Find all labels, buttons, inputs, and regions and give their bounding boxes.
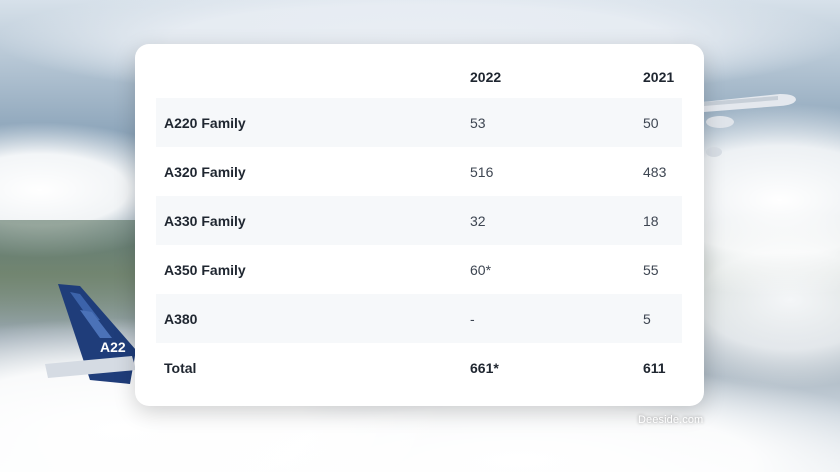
cell-2022: 53 <box>470 114 486 131</box>
watermark-text: Deeside.com <box>638 414 704 426</box>
cell-2021: 611 <box>643 359 666 376</box>
fleet-table-card: 2022 2021 A220 Family 53 50 A320 Family … <box>135 44 704 406</box>
row-label: A320 Family <box>164 163 246 180</box>
table-header-row: 2022 2021 <box>156 56 682 98</box>
row-label: A220 Family <box>164 114 246 131</box>
cell-2022: - <box>470 310 475 327</box>
row-label: Total <box>164 359 197 376</box>
cell-2021: 5 <box>643 310 651 327</box>
header-2021: 2021 <box>643 69 675 85</box>
row-label: A330 Family <box>164 212 246 229</box>
cell-2021: 18 <box>643 212 659 229</box>
row-label: A350 Family <box>164 261 246 278</box>
row-label: A380 <box>164 310 198 327</box>
table-row: A330 Family 32 18 <box>156 196 682 245</box>
cell-2022: 32 <box>470 212 486 229</box>
header-2022: 2022 <box>470 69 502 85</box>
table-row: A320 Family 516 483 <box>156 147 682 196</box>
cell-2022: 60* <box>470 261 492 278</box>
table-row: A380 - 5 <box>156 294 682 343</box>
airplane-right-image <box>702 94 796 157</box>
cell-2021: 55 <box>643 261 659 278</box>
cell-2022: 516 <box>470 163 494 180</box>
cell-2021: 50 <box>643 114 659 131</box>
airplane-left-image: A22 <box>45 284 136 384</box>
table-row: A350 Family 60* 55 <box>156 245 682 294</box>
svg-text:A22: A22 <box>100 339 126 355</box>
cell-2022: 661* <box>470 359 499 376</box>
deliveries-table: 2022 2021 A220 Family 53 50 A320 Family … <box>156 56 682 392</box>
cell-2021: 483 <box>643 163 667 180</box>
table-row-total: Total 661* 611 <box>156 343 682 392</box>
table-row: A220 Family 53 50 <box>156 98 682 147</box>
